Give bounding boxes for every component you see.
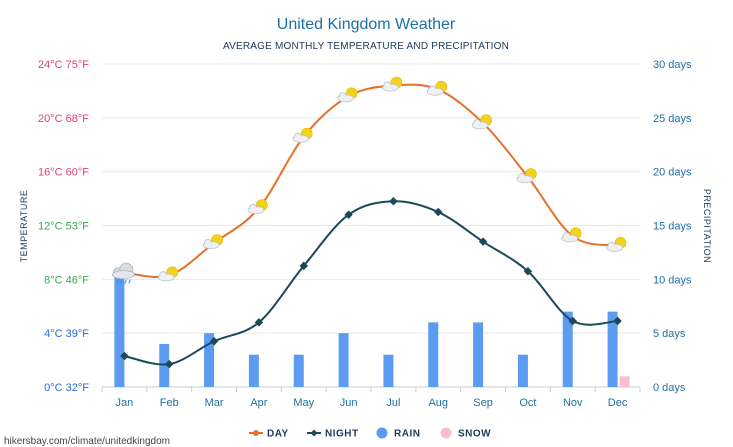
rain-bar [248, 354, 259, 387]
x-tick-label: Nov [563, 397, 583, 409]
partly-sunny-icon [157, 266, 179, 282]
partly-sunny-icon [606, 236, 627, 252]
x-tick-label: Jul [386, 397, 400, 409]
snow-bar [619, 376, 630, 387]
x-tick-label: Dec [608, 397, 628, 409]
night-point [568, 316, 577, 326]
legend-marker [253, 430, 259, 436]
right-tick-label: 10 days [653, 274, 692, 286]
x-tick-label: Aug [428, 397, 448, 409]
cloudy-rain-icon [112, 262, 135, 284]
partly-sunny-icon [292, 127, 313, 143]
legend-item-day: DAY [249, 429, 289, 440]
partly-sunny-icon [202, 234, 223, 249]
night-point [209, 336, 219, 346]
night-point [299, 261, 308, 271]
legend-marker [310, 429, 318, 437]
left-tick-label: 20°C 68°F [38, 113, 89, 125]
partly-sunny-icon [516, 168, 537, 184]
left-tick-label: 16°C 60°F [38, 167, 89, 179]
x-tick-label: Mar [205, 397, 224, 409]
legend-label: RAIN [394, 429, 420, 440]
rain-bar [383, 354, 394, 387]
x-tick-label: Jun [340, 397, 358, 409]
right-tick-label: 15 days [653, 221, 692, 233]
day-temperature-line [124, 83, 618, 279]
legend: DAY NIGHT RAIN SNOW [249, 427, 491, 440]
x-tick-label: Apr [250, 397, 267, 409]
partly-sunny-icon [337, 87, 358, 103]
x-tick-label: Sep [473, 397, 493, 409]
rain-bar [607, 311, 618, 387]
legend-label: DAY [267, 429, 289, 440]
partly-sunny-icon [426, 80, 448, 96]
legend-label: NIGHT [325, 429, 359, 440]
x-axis: Jan Feb Mar Apr May Jun Jul Aug Sep Oct Nov Dec [101, 387, 641, 409]
right-tick-label: 5 days [653, 328, 686, 340]
night-point [120, 351, 129, 361]
precipitation-bars [114, 273, 630, 387]
rain-bar [428, 322, 439, 387]
night-point [478, 237, 488, 246]
temperature-lines [120, 83, 622, 369]
left-axis-title: TEMPERATURE [19, 190, 29, 263]
x-tick-label: Oct [519, 397, 536, 409]
night-point [254, 318, 264, 327]
legend-swatch [440, 427, 452, 439]
right-tick-label: 25 days [653, 113, 692, 125]
legend-swatch [376, 427, 388, 439]
rain-bar [473, 322, 484, 387]
footer-credit: hikersbay.com/climate/unitedkingdom [4, 436, 171, 447]
left-tick-label: 12°C 53°F [38, 221, 89, 233]
right-tick-label: 30 days [653, 59, 692, 71]
legend-item-night: NIGHT [307, 429, 359, 440]
partly-sunny-icon [561, 227, 582, 243]
x-tick-label: Jan [116, 397, 134, 409]
rain-bar [204, 333, 215, 387]
partly-sunny-icon [471, 114, 492, 130]
right-axis-title: PRECIPITATION [702, 189, 712, 263]
night-point [523, 267, 533, 276]
night-point [434, 207, 443, 217]
legend-item-snow: SNOW [440, 427, 491, 440]
left-tick-label: 4°C 39°F [44, 328, 89, 340]
chart-title: United Kingdom Weather [277, 16, 456, 33]
night-point [344, 210, 353, 219]
chart-subtitle: AVERAGE MONTHLY TEMPERATURE AND PRECIPIT… [223, 41, 509, 52]
partly-sunny-icon [247, 199, 268, 215]
x-tick-label: Feb [160, 397, 179, 409]
partly-sunny-icon [382, 76, 403, 92]
rain-bar [293, 354, 304, 387]
grid-lines [102, 63, 640, 388]
weather-icons [112, 76, 627, 284]
right-tick-label: 0 days [653, 382, 686, 394]
legend-item-rain: RAIN [376, 427, 420, 440]
left-tick-label: 24°C 75°F [38, 59, 89, 71]
rain-bar [517, 354, 528, 387]
right-tick-label: 20 days [653, 167, 692, 179]
left-tick-label: 8°C 46°F [44, 274, 89, 286]
night-point [389, 197, 398, 206]
legend-label: SNOW [458, 429, 491, 440]
night-point [165, 359, 174, 369]
left-axis-ticks: 0°C 32°F 4°C 39°F 8°C 46°F 12°C 53°F 16°C 60… [38, 59, 89, 394]
rain-bar [338, 333, 349, 387]
night-point [613, 316, 622, 326]
left-tick-label: 0°C 32°F [44, 382, 89, 394]
rain-bar [562, 311, 573, 387]
x-tick-label: May [293, 397, 314, 409]
rain-bar [114, 273, 125, 387]
right-axis-ticks: 0 days 5 days 10 days 15 days 20 days 25 days… [653, 59, 692, 394]
